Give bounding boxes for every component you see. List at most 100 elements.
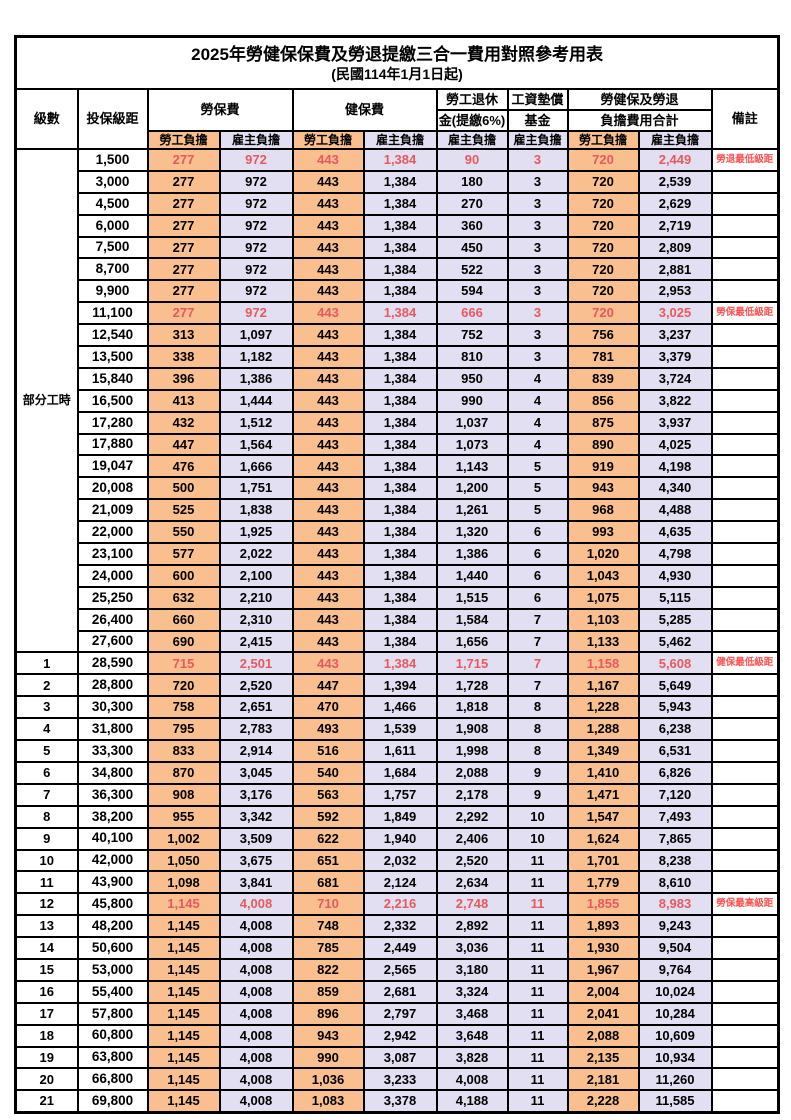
table-row: 13 48,200 1,145 4,008 748 2,332 2,892 11 1,893 9,… [14, 914, 780, 939]
cell-health_er: 1,384 [362, 629, 438, 654]
cell-labor_er: 2,415 [218, 629, 294, 654]
cell-pension_er: 752 [435, 323, 509, 348]
cell-pension_er: 990 [435, 388, 509, 413]
cell-labor_er: 3,841 [218, 870, 294, 895]
cell-health_emp: 443 [291, 410, 365, 435]
cell-bracket: 57,800 [76, 1001, 149, 1026]
cell-level: 2 [14, 673, 79, 698]
cell-total_er: 6,826 [637, 760, 713, 785]
cell-remark: 勞保最低級距 [710, 301, 780, 326]
cell-health_emp: 1,036 [291, 1067, 365, 1092]
cell-level: 13 [14, 914, 79, 939]
cell-health_emp: 443 [291, 520, 365, 545]
cell-total_emp: 781 [566, 345, 640, 369]
cell-total_er: 2,953 [637, 279, 713, 304]
cell-bracket: 50,600 [76, 936, 149, 960]
table-body: 部分工時 1,500 277 972 443 1,384 90 3 720 2,449 勞退最低級距… [14, 147, 780, 1114]
cell-level: 1 [14, 651, 79, 676]
table-row: 19,047 476 1,666 443 1,384 1,143 5 919 4,198 [16, 454, 780, 479]
subheader-labor-employee: 勞工負擔 [146, 130, 221, 150]
cell-total_emp: 1,158 [566, 651, 640, 676]
cell-health_emp: 822 [291, 957, 365, 982]
cell-remark [710, 607, 780, 632]
cell-pension_er: 3,828 [435, 1045, 509, 1070]
cell-remark [710, 1045, 780, 1070]
cell-health_emp: 443 [291, 235, 365, 260]
cell-total_er: 11,260 [637, 1067, 713, 1092]
col-header-health-insurance: 健保費 [291, 88, 438, 132]
cell-total_er: 10,609 [637, 1023, 713, 1048]
cell-fund_er: 11 [506, 1001, 569, 1026]
cell-level: 16 [14, 979, 79, 1004]
cell-remark [710, 695, 780, 720]
cell-labor_emp: 1,145 [146, 1045, 221, 1070]
cell-total_emp: 1,133 [566, 629, 640, 654]
cell-remark [710, 936, 780, 960]
cell-fund_er: 7 [506, 651, 569, 676]
cell-labor_er: 1,564 [218, 432, 294, 457]
table-row: 4 31,800 795 2,783 493 1,539 1,908 8 1,288 6,238 [14, 717, 780, 742]
cell-pension_er: 1,200 [435, 476, 509, 501]
cell-labor_er: 1,666 [218, 454, 294, 479]
cell-bracket: 53,000 [76, 957, 149, 982]
cell-remark [710, 1067, 780, 1092]
cell-health_er: 2,449 [362, 936, 438, 960]
cell-total_er: 2,539 [637, 169, 713, 194]
table-row: 15 53,000 1,145 4,008 822 2,565 3,180 11 1,967 9,… [14, 957, 780, 982]
cell-health_er: 1,384 [362, 651, 438, 676]
cell-labor_er: 1,751 [218, 476, 294, 501]
cell-level: 20 [14, 1067, 79, 1092]
cell-health_er: 1,384 [362, 169, 438, 194]
cell-labor_er: 2,914 [218, 739, 294, 763]
cell-labor_emp: 277 [146, 279, 221, 304]
cell-labor_er: 4,008 [218, 1067, 294, 1092]
cell-total_emp: 943 [566, 476, 640, 501]
cell-health_er: 1,384 [362, 301, 438, 326]
cell-total_er: 2,809 [637, 235, 713, 260]
cell-labor_emp: 500 [146, 476, 221, 501]
cell-health_er: 2,332 [362, 914, 438, 939]
cell-health_er: 2,216 [362, 892, 438, 917]
cell-labor_er: 1,512 [218, 410, 294, 435]
cell-total_er: 4,198 [637, 454, 713, 479]
cell-remark [710, 848, 780, 873]
cell-bracket: 23,100 [76, 542, 149, 566]
cell-labor_er: 3,176 [218, 782, 294, 807]
cell-total_emp: 1,043 [566, 563, 640, 588]
cell-bracket: 63,800 [76, 1045, 149, 1070]
cell-pension_er: 270 [435, 191, 509, 216]
cell-labor_emp: 550 [146, 520, 221, 545]
cell-total_emp: 720 [566, 301, 640, 326]
subheader-labor-employer: 雇主負擔 [218, 130, 294, 150]
cell-bracket: 27,600 [76, 629, 149, 654]
cell-bracket: 42,000 [76, 848, 149, 873]
cell-bracket: 34,800 [76, 760, 149, 785]
cell-remark: 勞退最低級距 [710, 148, 780, 172]
cell-health_er: 2,942 [362, 1023, 438, 1048]
cell-health_er: 1,384 [362, 454, 438, 479]
subheader-health-employer: 雇主負擔 [362, 130, 438, 150]
col-header-total-line1: 勞健保及勞退 [566, 88, 713, 111]
cell-bracket: 19,047 [76, 454, 149, 479]
cell-labor_emp: 1,098 [146, 870, 221, 895]
cell-labor_er: 4,008 [218, 892, 294, 917]
subheader-total-employer: 雇主負擔 [637, 130, 713, 150]
cell-bracket: 40,100 [76, 826, 149, 851]
cell-health_emp: 785 [291, 936, 365, 960]
cell-total_emp: 720 [566, 257, 640, 282]
cell-labor_emp: 870 [146, 760, 221, 785]
cell-bracket: 16,500 [76, 388, 149, 413]
cell-health_emp: 710 [291, 892, 365, 917]
cell-total_er: 2,881 [637, 257, 713, 282]
cell-labor_emp: 1,145 [146, 892, 221, 917]
cell-total_er: 4,930 [637, 563, 713, 588]
cell-pension_er: 1,656 [435, 629, 509, 654]
cell-remark [710, 410, 780, 435]
cell-labor_er: 2,022 [218, 542, 294, 566]
cell-total_emp: 890 [566, 432, 640, 457]
cell-remark [710, 520, 780, 545]
cell-health_er: 2,797 [362, 1001, 438, 1026]
cell-health_emp: 443 [291, 542, 365, 566]
cell-remark [710, 870, 780, 895]
cell-total_er: 4,488 [637, 498, 713, 523]
